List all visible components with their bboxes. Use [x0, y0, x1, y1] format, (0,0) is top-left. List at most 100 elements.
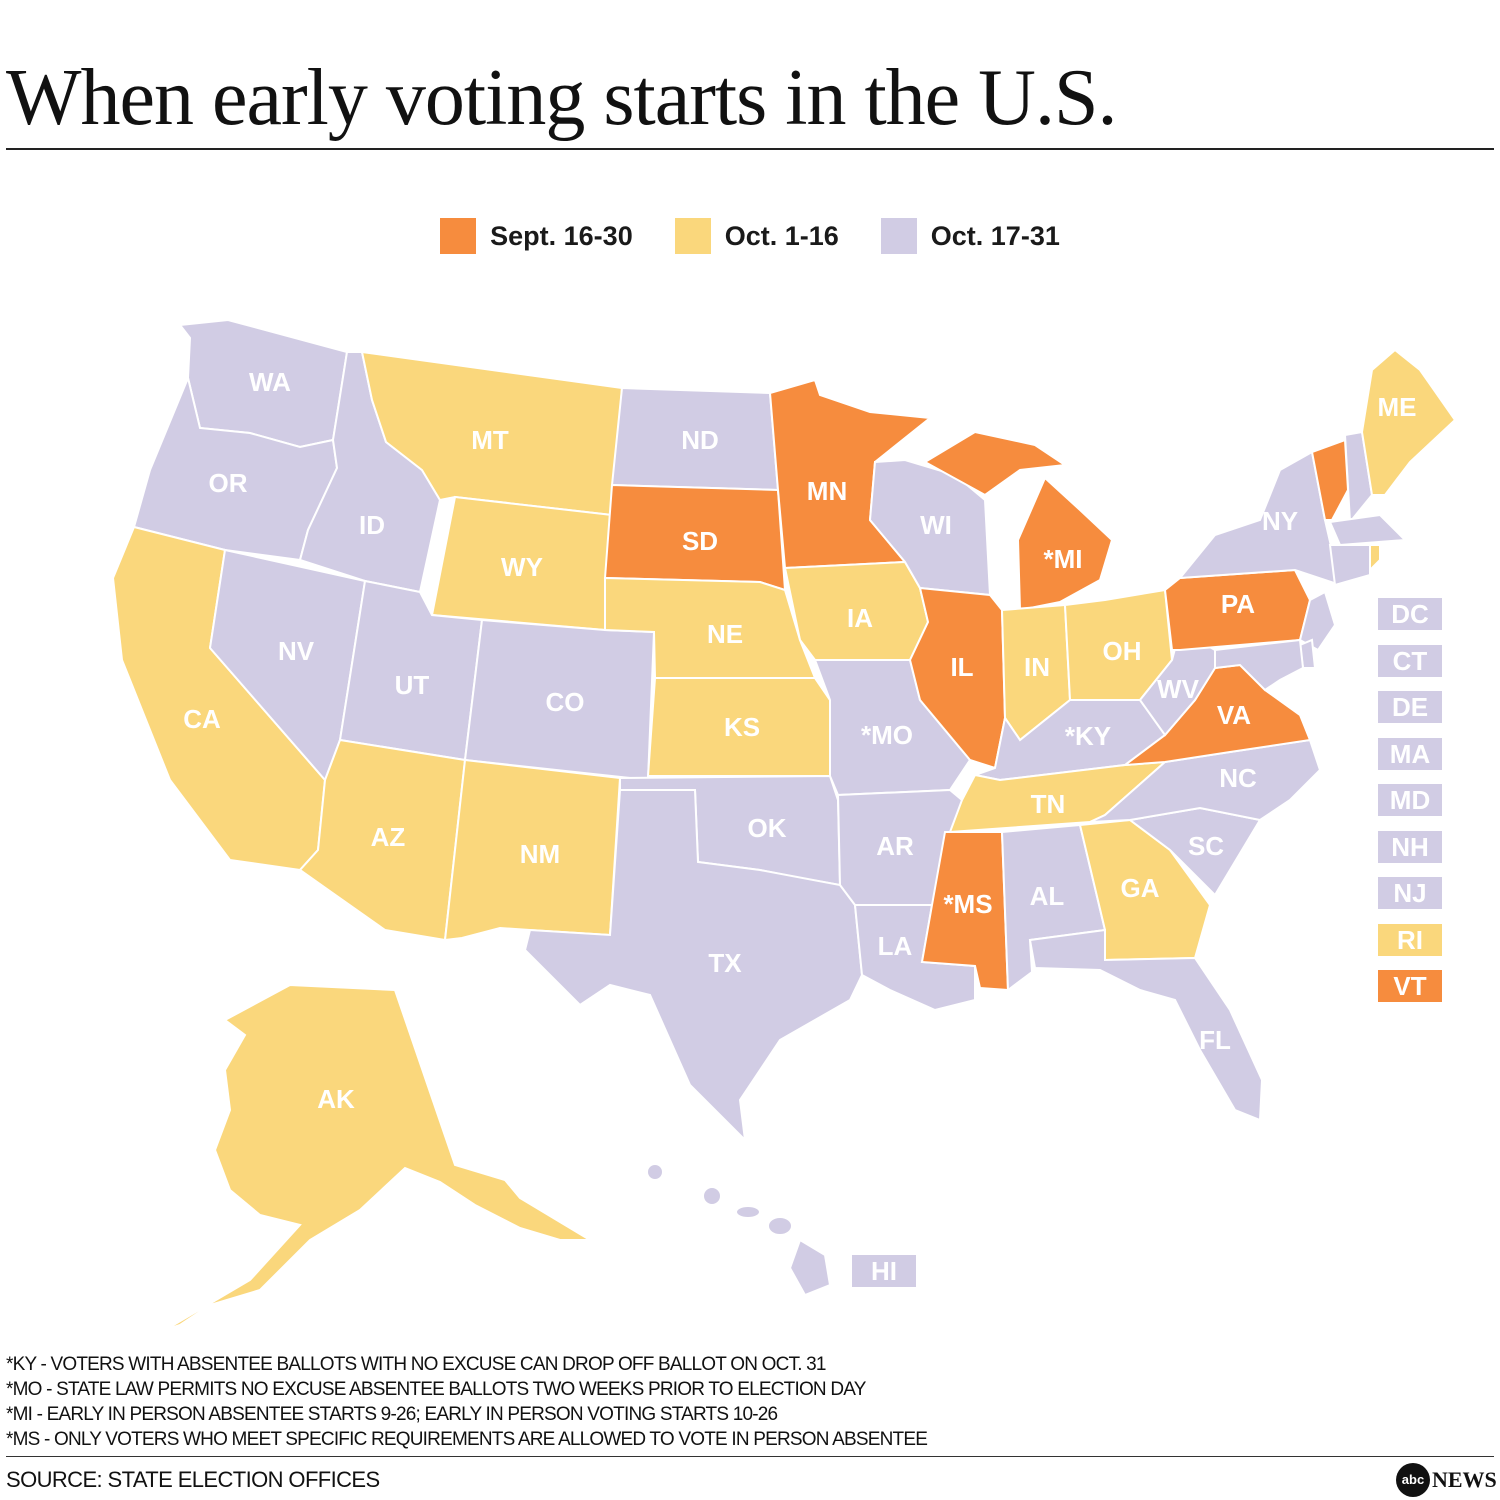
- state-nj: [1298, 590, 1337, 652]
- state-label-ia: IA: [847, 603, 873, 633]
- state-la: LA: [853, 904, 976, 1012]
- state-label-in: IN: [1024, 652, 1050, 682]
- state-label-ak: AK: [317, 1084, 355, 1114]
- state-md: [1214, 638, 1305, 692]
- state-label-nc: NC: [1219, 763, 1257, 793]
- legend-label-oct1: Oct. 1-16: [724, 221, 839, 251]
- state-wa: WA: [178, 318, 349, 449]
- state-label-il: IL: [950, 652, 973, 682]
- state-label-pa: PA: [1221, 589, 1255, 619]
- small-state-de: DE: [1378, 691, 1442, 723]
- legend-swatch-sept: [440, 218, 477, 254]
- state-tx: TX: [523, 789, 864, 1143]
- title-divider: [6, 148, 1494, 150]
- small-state-md: MD: [1378, 784, 1442, 816]
- state-ar: AR: [836, 788, 964, 906]
- state-wi: WI: [868, 458, 992, 597]
- state-label-ga: GA: [1121, 873, 1160, 903]
- state-label-az: AZ: [371, 822, 406, 852]
- small-state-dc: DC: [1378, 598, 1442, 630]
- state-ky: *KY: [971, 699, 1167, 782]
- state-label-tn: TN: [1031, 789, 1066, 819]
- hi-oahu: [702, 1186, 722, 1206]
- footer-divider: [6, 1456, 1494, 1457]
- state-nm: NM: [443, 758, 622, 942]
- legend-item-oct17: Oct. 17-31: [880, 218, 1060, 254]
- state-ia: IA: [783, 560, 930, 661]
- news-logo-word: NEWS: [1432, 1467, 1497, 1492]
- legend-swatch-oct17: [880, 218, 917, 254]
- legend-swatch-oct1: [674, 218, 711, 254]
- small-state-ri: RI: [1378, 923, 1442, 956]
- state-al: AL: [1000, 823, 1107, 992]
- state-label-ny: NY: [1262, 506, 1298, 536]
- state-label-va: VA: [1217, 700, 1251, 730]
- state-label-ok: OK: [748, 813, 787, 843]
- state-label-nv: NV: [278, 636, 315, 666]
- state-ne: NE: [604, 576, 817, 679]
- legend-item-oct1: Oct. 1-16: [674, 218, 839, 254]
- legend: Sept. 16-30 Oct. 1-16 Oct. 17-31: [0, 218, 1500, 254]
- small-state-ct: CT: [1378, 644, 1442, 677]
- state-label-ks: KS: [724, 712, 760, 742]
- state-label-wi: WI: [920, 510, 952, 540]
- state-mi: *MI: [922, 430, 1114, 612]
- state-wv: WV: [1138, 628, 1216, 737]
- state-label-mt: MT: [471, 425, 509, 455]
- state-nv: NV: [208, 548, 367, 782]
- state-ne-small: [1214, 430, 1408, 692]
- state-ri: [1369, 544, 1381, 573]
- state-box-hi: HI: [852, 1255, 916, 1287]
- hi-big-island: [788, 1238, 832, 1297]
- state-label-mi: *MI: [1044, 544, 1083, 574]
- legend-item-sept: Sept. 16-30: [440, 218, 633, 254]
- footnotes: *KY - VOTERS WITH ABSENTEE BALLOTS WITH …: [6, 1352, 928, 1452]
- small-state-nj: NJ: [1378, 877, 1442, 909]
- state-label-oh: OH: [1103, 636, 1142, 666]
- hi-maui: [767, 1216, 793, 1236]
- state-sd: SD: [603, 483, 787, 592]
- state-label-tx: TX: [708, 948, 742, 978]
- state-il: IL: [908, 586, 1007, 770]
- state-pa: PA: [1163, 568, 1312, 651]
- hi-molokai: [735, 1205, 761, 1219]
- state-in: IN: [1000, 603, 1072, 742]
- state-mo: *MO: [813, 659, 972, 797]
- state-hi: [646, 1163, 832, 1297]
- state-label-ar: AR: [876, 831, 914, 861]
- state-wy: WY: [430, 495, 614, 632]
- state-label-wv: WV: [1157, 674, 1200, 704]
- state-label-ca: CA: [183, 704, 221, 734]
- state-ma: [1328, 513, 1408, 547]
- footnote-ms: *MS - ONLY VOTERS WHO MEET SPECIFIC REQU…: [6, 1429, 928, 1450]
- state-tn: TN: [948, 760, 1168, 834]
- hi-kauai: [646, 1163, 664, 1181]
- state-label-al: AL: [1030, 881, 1065, 911]
- state-label-sc: SC: [1188, 831, 1224, 861]
- state-label-nd: ND: [681, 425, 719, 455]
- state-label-ne: NE: [707, 619, 743, 649]
- state-oh: OH: [1063, 588, 1174, 701]
- state-fl: FL: [1028, 928, 1264, 1122]
- state-label-co: CO: [546, 687, 585, 717]
- abc-logo-circle: abc: [1396, 1463, 1430, 1497]
- state-label-me: ME: [1378, 392, 1417, 422]
- legend-label-sept: Sept. 16-30: [490, 221, 633, 251]
- state-me: ME: [1360, 348, 1457, 496]
- state-co: CO: [463, 618, 656, 782]
- state-label-la: LA: [878, 931, 913, 961]
- state-label-or: OR: [209, 468, 248, 498]
- state-ny: NY: [1177, 450, 1342, 587]
- footnote-mi: *MI - EARLY IN PERSON ABSENTEE STARTS 9-…: [6, 1404, 778, 1425]
- state-vt: [1310, 438, 1350, 521]
- state-label-mo: *MO: [861, 720, 913, 750]
- state-label-sd: SD: [682, 526, 718, 556]
- page-title: When early voting starts in the U.S.: [6, 54, 1117, 142]
- state-nc: NC: [1089, 738, 1322, 823]
- state-label-ky: *KY: [1065, 721, 1111, 751]
- source-credit: SOURCE: STATE ELECTION OFFICES: [6, 1467, 380, 1492]
- small-state-vt: VT: [1378, 970, 1442, 1002]
- state-label-nm: NM: [520, 839, 560, 869]
- state-label-id: ID: [359, 510, 385, 540]
